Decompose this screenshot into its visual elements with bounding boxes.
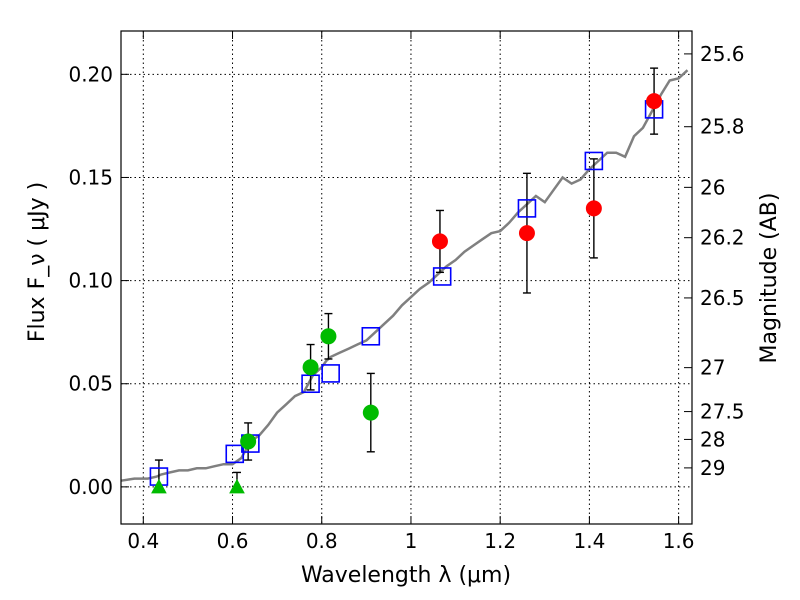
y-tick-label: 0.05 <box>68 372 113 396</box>
y2-tick-label: 27.5 <box>700 400 745 424</box>
circle-marker <box>518 225 535 242</box>
x-tick-label: 1.2 <box>484 529 516 553</box>
square-marker <box>301 374 320 394</box>
x-tick-label: 1 <box>405 529 418 553</box>
data-markers <box>149 93 664 494</box>
error-bars <box>154 67 659 488</box>
y-axis-label: Flux F_ν ( μJy ) <box>25 182 50 342</box>
x-axis-label: Wavelength λ (μm) <box>301 563 511 588</box>
y2-tick-label: 26 <box>700 175 725 199</box>
y2-axis-label: Magnitude (AB) <box>757 193 782 364</box>
grid <box>121 31 692 524</box>
y-tick-label: 0.20 <box>68 62 113 86</box>
y2-tick-label: 26.2 <box>700 226 745 250</box>
x-tick-label: 1.4 <box>573 529 605 553</box>
triangle-marker <box>229 478 245 494</box>
y2-tick-label: 25.8 <box>700 115 745 139</box>
y2-tick-label: 26.5 <box>700 286 745 310</box>
x-tick-label: 0.6 <box>217 529 249 553</box>
circle-marker <box>646 93 663 110</box>
square-marker <box>517 199 537 218</box>
y2-tick-label: 29 <box>700 456 725 480</box>
circle-marker <box>240 433 257 450</box>
circle-marker <box>362 404 379 421</box>
square-marker <box>361 326 381 346</box>
circle-marker <box>320 328 337 345</box>
y-tick-label: 0.15 <box>68 165 113 189</box>
circle-marker <box>431 233 448 250</box>
square-marker <box>321 364 340 383</box>
y-tick-label: 0.00 <box>68 475 113 499</box>
y2-tick-label: 25.6 <box>700 42 745 66</box>
triangle-marker <box>151 478 167 494</box>
y2-tick-label: 27 <box>700 356 725 380</box>
square-marker <box>584 151 604 171</box>
plot-frame <box>120 30 693 525</box>
model-spectrum-line <box>120 69 689 482</box>
x-tick-label: 0.4 <box>127 529 159 553</box>
y2-tick-label: 28 <box>700 427 725 451</box>
circle-marker <box>302 359 319 376</box>
x-tick-label: 0.8 <box>306 529 338 553</box>
square-marker <box>225 444 245 464</box>
square-marker <box>432 267 452 286</box>
y-tick-label: 0.10 <box>68 269 113 293</box>
circle-marker <box>585 200 602 217</box>
x-tick-label: 1.6 <box>663 529 695 553</box>
axis-ticks: 0.4 0.6 0.8 1 1.2 1.4 1.6 0.00 0.05 0.10 0.15 0.20 2… <box>68 31 745 553</box>
